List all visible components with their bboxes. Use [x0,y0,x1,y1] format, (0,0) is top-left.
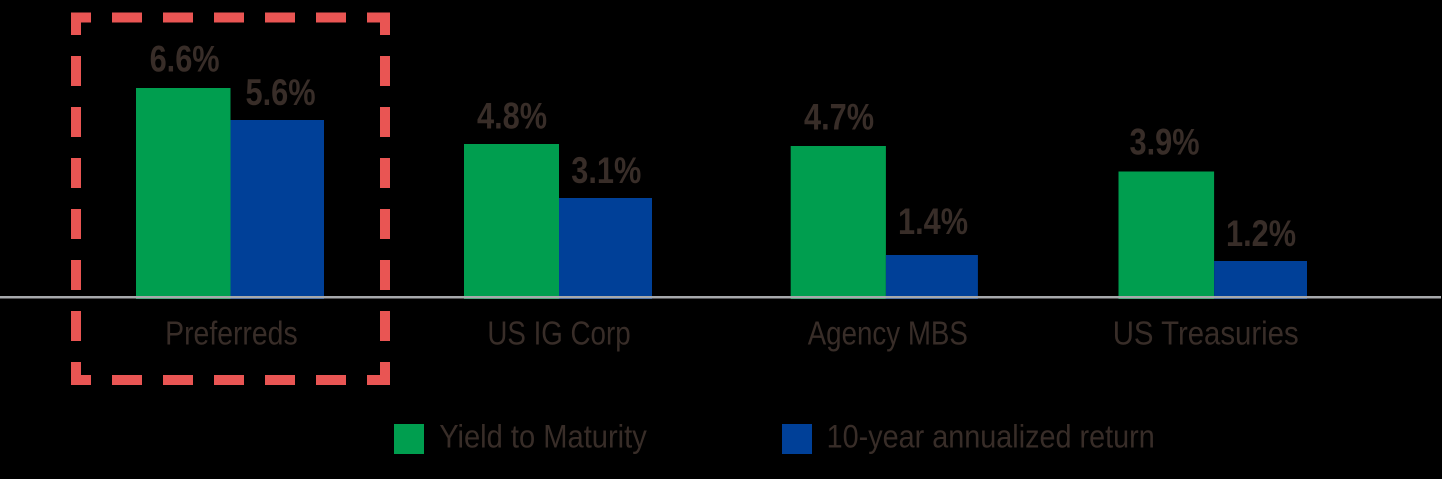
svg-text:6.6%: 6.6% [150,39,220,81]
svg-text:Agency MBS: Agency MBS [808,315,968,352]
svg-text:US IG Corp: US IG Corp [487,315,630,352]
svg-text:4.7%: 4.7% [804,97,874,139]
svg-text:3.1%: 3.1% [571,150,641,192]
svg-text:1.4%: 1.4% [898,201,968,243]
svg-text:Yield to Maturity: Yield to Maturity [439,419,647,455]
svg-text:US Treasuries: US Treasuries [1113,315,1299,352]
svg-text:Preferreds: Preferreds [165,314,297,352]
svg-text:1.2%: 1.2% [1226,213,1296,255]
svg-text:4.8%: 4.8% [477,96,547,138]
svg-text:5.6%: 5.6% [245,72,315,114]
svg-text:10-year annualized return: 10-year annualized return [827,419,1155,455]
svg-text:3.9%: 3.9% [1129,122,1199,164]
